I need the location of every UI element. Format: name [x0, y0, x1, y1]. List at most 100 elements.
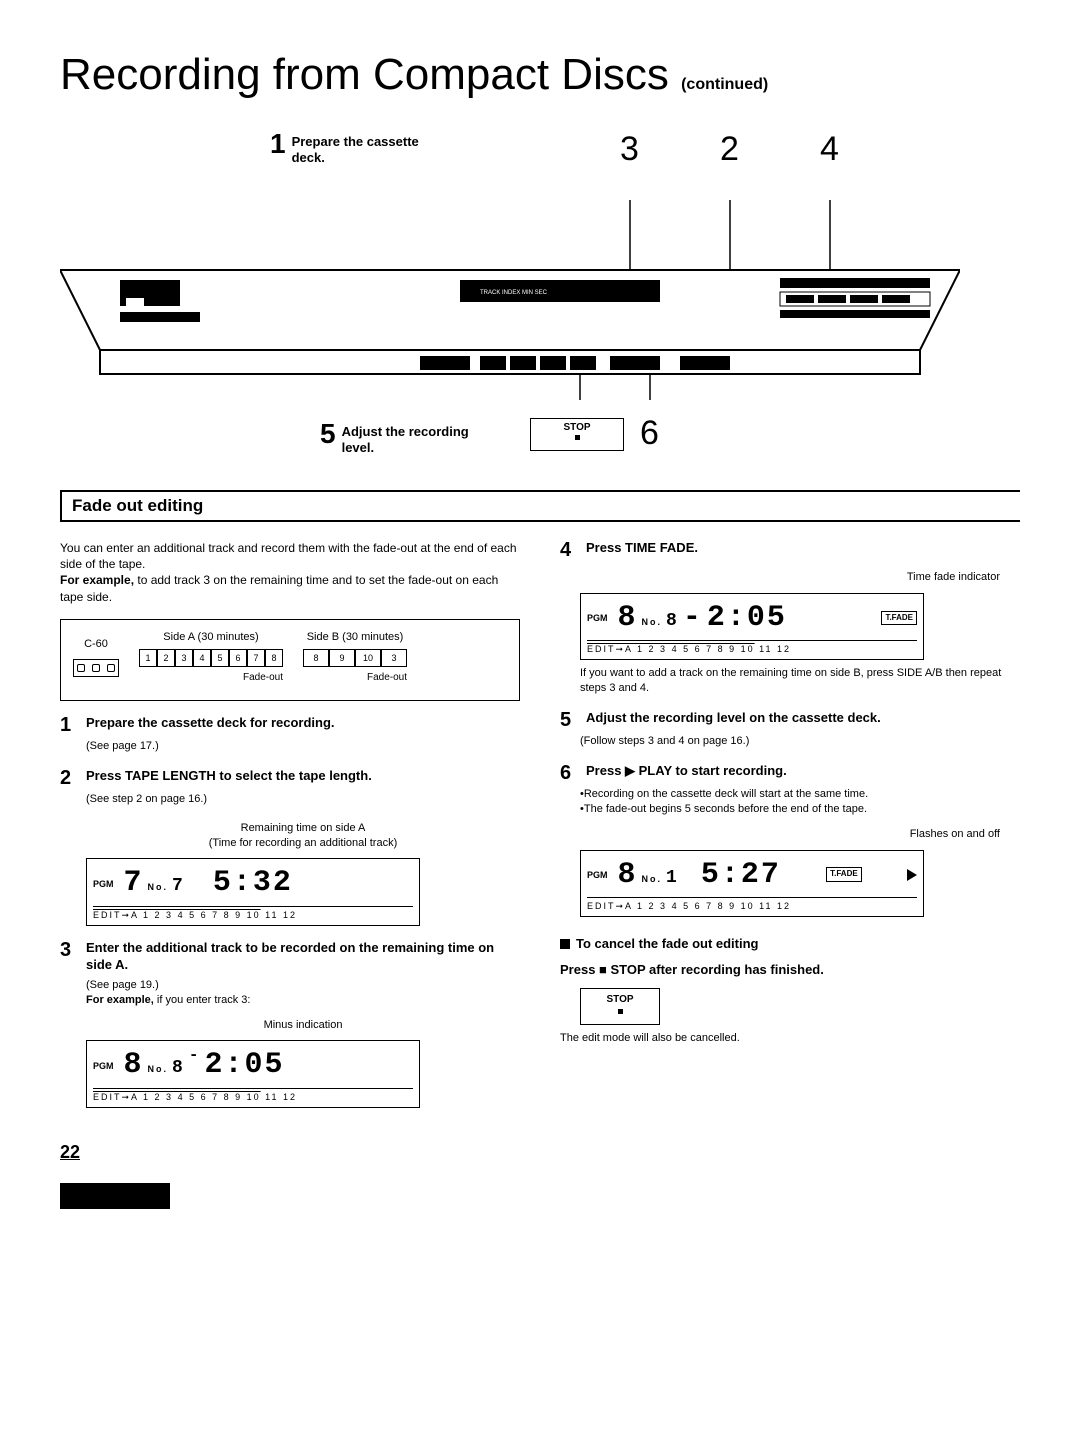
display-1: PGM 7 No. 7 5:32 EDIT➞A 1 2 3 4 5 6 7 8 … [86, 858, 420, 926]
intro-p2: For example, to add track 3 on the remai… [60, 572, 520, 604]
right-column: 4 Press TIME FADE. Time fade indicator P… [560, 540, 1020, 1112]
step-2-num: 2 [60, 768, 76, 788]
side-a-tracks: 1 2 3 4 5 6 7 8 [139, 649, 283, 667]
stop-label: STOP [563, 422, 590, 433]
cassette-c60: C-60 [73, 637, 119, 678]
side-b-label: Side B (30 minutes) [307, 630, 404, 645]
step-4: 4 Press TIME FADE. [560, 540, 1020, 560]
step-1: 1 Prepare the cassette deck for recordin… [60, 715, 520, 735]
track-cell: 10 [355, 649, 381, 667]
disp1-time: 5:32 [213, 863, 293, 904]
disp4-readout: 8 No. 1 5:27 [618, 855, 781, 896]
disp2-time: 2:05 [204, 1045, 284, 1086]
intro-p1: You can enter an additional track and re… [60, 540, 520, 572]
no-label: No. [642, 616, 663, 628]
tape-diagram: C-60 Side A (30 minutes) 1 2 3 4 5 6 7 8 [60, 619, 520, 701]
disp2-big: 8 [124, 1045, 144, 1086]
step-2-sub: (See step 2 on page 16.) [86, 792, 520, 807]
step-2-text: Press TAPE LENGTH to select the tape len… [86, 768, 372, 788]
display-3: PGM 8 No. 8 - 2:05 T.FADE EDIT➞A 1 2 3 4… [580, 593, 924, 661]
disp1-big: 7 [124, 863, 144, 904]
step-4-num: 4 [560, 540, 576, 560]
pgm-label: PGM [587, 869, 608, 881]
content-columns: You can enter an additional track and re… [60, 540, 1020, 1112]
step-6: 6 Press ▶ PLAY to start recording. [560, 763, 1020, 783]
stop-square-icon [618, 1009, 623, 1014]
disp3-readout: 8 No. 8 - 2:05 [618, 598, 787, 639]
disp2-readout: 8 No. 8 - 2:05 [124, 1045, 285, 1086]
disp2-no: 8 [172, 1056, 185, 1080]
callout-1-num: 1 [270, 130, 286, 158]
display-2: PGM 8 No. 8 - 2:05 EDIT➞A 1 2 3 4 5 6 7 … [86, 1040, 420, 1108]
cancel-line: Press ■ STOP after recording has finishe… [560, 961, 1020, 979]
square-bullet-icon [560, 939, 570, 949]
track-cell: 2 [157, 649, 175, 667]
track-cell: 6 [229, 649, 247, 667]
bottom-black-strip [60, 1183, 170, 1209]
disp4-time: 5:27 [701, 855, 781, 896]
page-number: 22 [60, 1142, 1020, 1163]
disp1-label2: (Time for recording an additional track) [86, 836, 520, 851]
section-header: Fade out editing [60, 490, 1020, 522]
display-4: PGM 8 No. 1 5:27 T.FADE EDIT➞A 1 2 3 4 5… [580, 850, 924, 918]
step-4-text: Press TIME FADE. [586, 540, 698, 560]
track-cell: 8 [265, 649, 283, 667]
edit-row: EDIT➞A 1 2 3 4 5 6 7 8 9 10 11 12 [93, 906, 413, 923]
step-5-num: 5 [560, 710, 576, 730]
track-cell: 7 [247, 649, 265, 667]
step-5: 5 Adjust the recording level on the cass… [560, 710, 1020, 730]
callout-5-text: Adjust the recording level. [342, 420, 482, 455]
track-cell: 3 [381, 649, 407, 667]
disp1-readout: 7 No. 7 5:32 [124, 863, 293, 904]
c60-label: C-60 [84, 637, 108, 652]
step-1-num: 1 [60, 715, 76, 735]
disp1-no: 7 [172, 874, 185, 898]
side-b-group: Side B (30 minutes) 8 9 10 3 Fade-out [303, 630, 407, 684]
track-cell: 4 [193, 649, 211, 667]
tfade-indicator: T.FADE [881, 611, 917, 626]
callout-4-num: 4 [820, 130, 839, 169]
pgm-label: PGM [93, 1060, 114, 1072]
cancel-note: The edit mode will also be cancelled. [560, 1031, 1020, 1046]
side-b-tracks: 8 9 10 3 [303, 649, 407, 667]
pgm-label: PGM [587, 612, 608, 624]
track-cell: 3 [175, 649, 193, 667]
no-label: No. [642, 873, 663, 885]
edit-row: EDIT➞A 1 2 3 4 5 6 7 8 9 10 11 12 [93, 1088, 413, 1105]
side-a-label: Side A (30 minutes) [163, 630, 258, 645]
callout-1-text: Prepare the cassette deck. [292, 130, 432, 165]
cancel-header-text: To cancel the fade out editing [576, 935, 759, 953]
step-6-b1: •Recording on the cassette deck will sta… [580, 787, 1020, 802]
device-diagram: 1 Prepare the cassette deck. 3 2 4 TRACK… [60, 130, 1020, 470]
callout-5-num: 5 [320, 420, 336, 448]
stop-label: STOP [606, 994, 633, 1005]
disp3-big: 8 [618, 598, 638, 639]
step-6-b2: •The fade-out begins 5 seconds before th… [580, 802, 1020, 817]
step-3-text: Enter the additional track to be recorde… [86, 940, 520, 974]
step-2: 2 Press TAPE LENGTH to select the tape l… [60, 768, 520, 788]
callout-3-num: 3 [620, 130, 639, 169]
no-label: No. [148, 881, 169, 893]
minus-icon: - [189, 1045, 201, 1067]
no-label: No. [148, 1063, 169, 1075]
disp4-no: 1 [666, 866, 679, 890]
disp4-big: 8 [618, 855, 638, 896]
callout-5: 5 Adjust the recording level. [320, 420, 482, 455]
cd-player-illustration: TRACK INDEX MIN SEC [60, 200, 960, 400]
track-cell: 9 [329, 649, 355, 667]
disp3-no: 8 [666, 609, 679, 633]
play-icon [907, 869, 917, 881]
track-cell: 1 [139, 649, 157, 667]
fadeout-a: Fade-out [243, 671, 283, 685]
pgm-label: PGM [93, 878, 114, 890]
page-title: Recording from Compact Discs (continued) [60, 50, 1020, 100]
track-cell: 8 [303, 649, 329, 667]
track-cell: 5 [211, 649, 229, 667]
step-6-num: 6 [560, 763, 576, 783]
disp1-label1: Remaining time on side A [86, 821, 520, 836]
tfade-indicator: T.FADE [826, 867, 862, 882]
side-a-group: Side A (30 minutes) 1 2 3 4 5 6 7 8 Fade… [139, 630, 283, 684]
step-6-text: Press ▶ PLAY to start recording. [586, 763, 787, 783]
disp3-time: 2:05 [707, 598, 787, 639]
callout-2-num: 2 [720, 130, 739, 169]
